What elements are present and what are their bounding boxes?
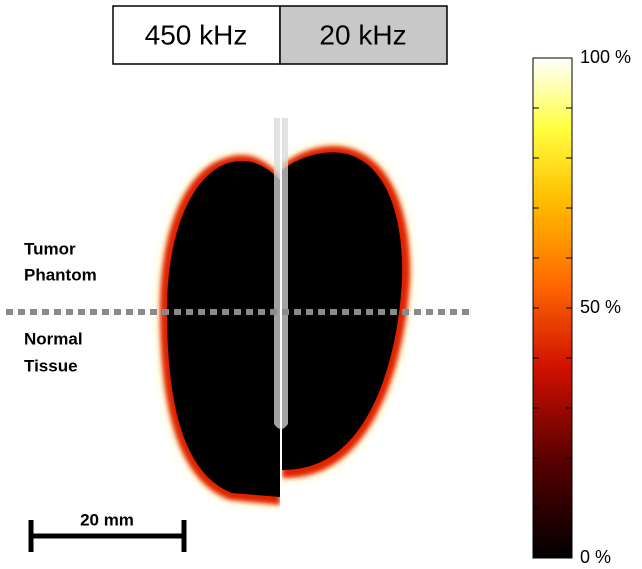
- lesion-left: [160, 155, 280, 505]
- normal-label: Tissue: [24, 356, 78, 375]
- tumor-label: Tumor: [24, 239, 76, 258]
- normal-label: Normal: [24, 329, 83, 348]
- header-right: 20 kHz: [319, 19, 406, 50]
- colorbar-tick-label: 0 %: [580, 547, 611, 567]
- figure: 450 kHz 20 kHz Tumor Phantom Normal Tiss…: [0, 0, 642, 569]
- tumor-label: Phantom: [24, 265, 97, 284]
- page: {"header": {"left": "450 kHz", "right": …: [0, 0, 642, 569]
- header-left: 450 kHz: [145, 19, 248, 50]
- scale-label: 20 mm: [80, 510, 134, 529]
- colorbar-tick-label: 50 %: [580, 297, 621, 317]
- colorbar-tick-label: 100 %: [580, 47, 631, 67]
